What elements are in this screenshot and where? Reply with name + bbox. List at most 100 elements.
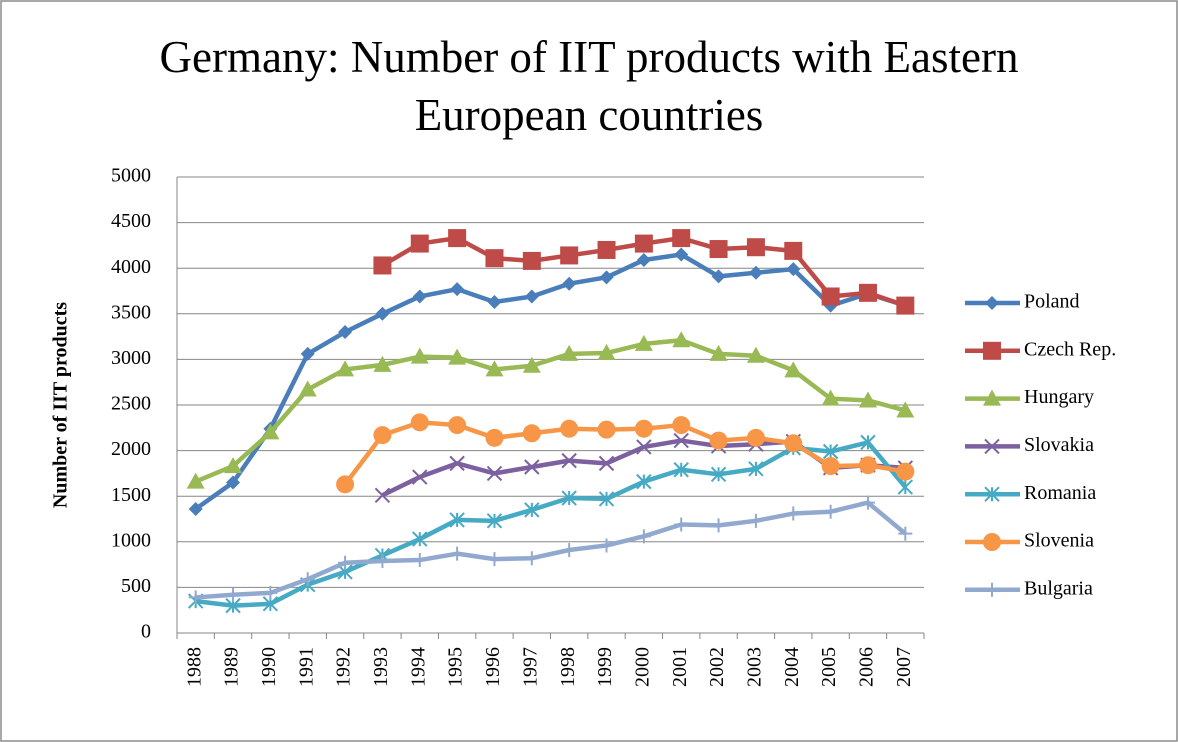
marker bbox=[485, 249, 504, 268]
series-line bbox=[195, 500, 907, 600]
marker bbox=[634, 334, 653, 351]
marker bbox=[226, 475, 241, 490]
x-tick-label: 1989 bbox=[221, 647, 243, 687]
marker bbox=[599, 270, 614, 285]
x-tick-label: 2000 bbox=[631, 647, 653, 687]
legend-label: Czech Rep. bbox=[1024, 338, 1116, 360]
x-tick-label: 1996 bbox=[482, 647, 504, 687]
marker bbox=[786, 506, 801, 521]
marker bbox=[261, 423, 280, 440]
marker bbox=[672, 331, 691, 348]
marker bbox=[186, 472, 205, 489]
marker bbox=[338, 555, 353, 570]
x-tick-label: 1999 bbox=[594, 647, 616, 687]
marker bbox=[746, 238, 765, 257]
marker bbox=[188, 501, 203, 516]
marker bbox=[448, 229, 467, 248]
marker bbox=[450, 282, 465, 297]
marker bbox=[746, 428, 765, 447]
marker bbox=[524, 289, 539, 304]
marker bbox=[524, 551, 539, 566]
marker bbox=[784, 361, 803, 378]
marker bbox=[410, 234, 429, 253]
marker bbox=[486, 513, 503, 529]
marker bbox=[598, 491, 615, 507]
x-tick-label: 1988 bbox=[183, 647, 205, 687]
marker bbox=[748, 461, 764, 477]
marker bbox=[375, 306, 390, 321]
marker bbox=[821, 457, 840, 476]
marker bbox=[896, 401, 915, 418]
marker bbox=[373, 355, 392, 372]
y-tick-label: 3500 bbox=[111, 301, 151, 323]
marker bbox=[860, 495, 875, 510]
x-tick-label: 1993 bbox=[370, 647, 392, 687]
legend-label: Slovenia bbox=[1024, 530, 1094, 552]
marker bbox=[562, 276, 577, 291]
series-line bbox=[194, 337, 906, 484]
marker bbox=[410, 413, 429, 432]
marker bbox=[485, 360, 504, 377]
marker bbox=[821, 287, 840, 306]
legend-label: Romania bbox=[1024, 482, 1096, 504]
x-tick-label: 1991 bbox=[295, 647, 317, 687]
y-tick-label: 1000 bbox=[111, 529, 151, 551]
marker bbox=[412, 553, 427, 568]
x-tick-label: 1990 bbox=[258, 647, 280, 687]
marker bbox=[674, 247, 689, 262]
series-line bbox=[343, 420, 906, 486]
marker bbox=[786, 262, 801, 277]
x-tick-label: 2004 bbox=[781, 647, 803, 687]
series-line bbox=[195, 440, 908, 608]
marker bbox=[746, 346, 765, 363]
marker bbox=[522, 251, 541, 270]
x-tick-label: 1992 bbox=[333, 647, 355, 687]
marker bbox=[985, 582, 999, 597]
marker bbox=[896, 296, 915, 315]
marker bbox=[673, 432, 689, 449]
marker bbox=[636, 252, 651, 267]
marker bbox=[985, 296, 999, 310]
marker bbox=[448, 416, 467, 435]
marker bbox=[823, 504, 838, 519]
marker bbox=[673, 462, 689, 478]
marker bbox=[983, 533, 1001, 551]
marker bbox=[298, 380, 317, 397]
marker bbox=[487, 294, 502, 309]
marker bbox=[486, 465, 503, 482]
marker bbox=[636, 473, 652, 490]
legend-label: Slovakia bbox=[1024, 434, 1094, 456]
marker bbox=[561, 490, 577, 506]
y-tick-label: 0 bbox=[141, 621, 151, 643]
marker bbox=[375, 553, 390, 568]
marker bbox=[710, 466, 727, 483]
y-tick-label: 4000 bbox=[111, 256, 151, 278]
x-tick-label: 2005 bbox=[818, 647, 840, 687]
marker bbox=[672, 416, 691, 435]
x-tick-label: 2002 bbox=[706, 647, 728, 687]
y-tick-label: 3000 bbox=[111, 347, 151, 369]
marker bbox=[597, 240, 616, 259]
marker bbox=[897, 479, 914, 495]
y-tick-label: 2500 bbox=[111, 393, 151, 415]
marker bbox=[597, 344, 616, 361]
x-tick-label: 1998 bbox=[557, 647, 579, 687]
marker bbox=[709, 431, 728, 450]
marker bbox=[522, 424, 541, 443]
legend-label: Bulgaria bbox=[1024, 577, 1093, 599]
marker bbox=[263, 585, 278, 600]
chart-title: Germany: Number of IIT products with Eas… bbox=[159, 32, 1019, 140]
marker bbox=[561, 452, 577, 469]
marker bbox=[748, 513, 763, 528]
legend: Poland Czech Rep. Hungary Slovakia Romania Sl… bbox=[965, 291, 1116, 599]
marker bbox=[674, 517, 689, 532]
marker bbox=[634, 234, 653, 253]
marker bbox=[487, 552, 502, 567]
x-tick-label: 2007 bbox=[893, 647, 915, 687]
marker bbox=[822, 443, 839, 460]
legend-label: Poland bbox=[1024, 291, 1080, 313]
marker bbox=[373, 426, 392, 445]
marker bbox=[711, 269, 726, 284]
